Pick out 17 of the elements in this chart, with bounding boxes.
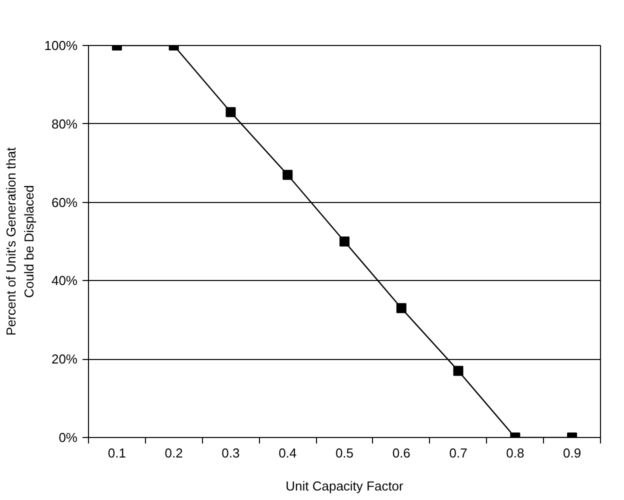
x-tick-label: 0.6 bbox=[392, 446, 410, 460]
x-tick-label: 0.3 bbox=[222, 446, 240, 460]
y-axis-title: Percent of Unit's Generation that Could be Displaced bbox=[3, 147, 36, 336]
y-tick-label: 100% bbox=[44, 38, 78, 53]
x-tick-label: 0.8 bbox=[506, 446, 524, 460]
y-tick-label: 40% bbox=[51, 273, 78, 288]
x-tick-label: 0.2 bbox=[164, 446, 183, 460]
y-tick-label: 80% bbox=[51, 116, 78, 132]
x-tick-label: 0.4 bbox=[278, 446, 297, 460]
x-tick-label: 0.7 bbox=[449, 446, 468, 460]
y-tick-label: 60% bbox=[51, 194, 78, 210]
x-axis-title: Unit Capacity Factor bbox=[286, 478, 404, 494]
x-tick-label: 0.1 bbox=[108, 446, 126, 460]
x-tick-label: 0.5 bbox=[335, 446, 354, 460]
y-tick-label: 0% bbox=[58, 430, 78, 445]
x-tick-label: 0.9 bbox=[563, 446, 582, 460]
y-tick-label: 20% bbox=[51, 352, 78, 367]
